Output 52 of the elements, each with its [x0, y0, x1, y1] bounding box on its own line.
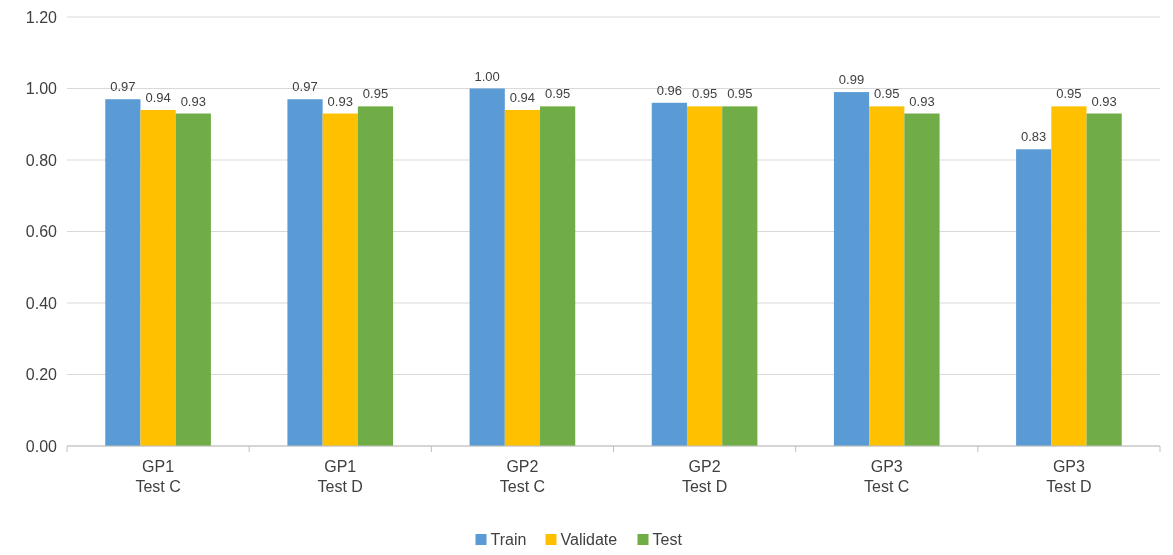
data-label: 0.96 [656, 82, 683, 98]
data-label: 0.93 [327, 93, 353, 109]
bar [504, 109, 541, 446]
data-label: 0.94 [145, 89, 171, 105]
data-label: 0.99 [838, 72, 865, 88]
bar [105, 99, 141, 446]
bar [1051, 106, 1087, 446]
data-label: 0.95 [362, 86, 389, 102]
y-tick-label: 1.00 [25, 80, 58, 98]
data-label: 0.95 [544, 86, 571, 102]
bar [1086, 113, 1122, 446]
bar [651, 102, 687, 446]
y-tick-label: 0.40 [25, 294, 58, 312]
legend-label: Validate [560, 531, 618, 548]
bar [833, 92, 870, 446]
data-label: 0.95 [1056, 86, 1082, 102]
x-tick-label: GP3 Test C [864, 458, 910, 495]
bar [904, 113, 940, 446]
bar [357, 106, 394, 446]
x-tick-label: GP1 Test D [317, 458, 363, 495]
data-label: 0.97 [292, 79, 318, 95]
y-tick-label: 0.00 [25, 437, 58, 455]
data-label: 0.83 [1021, 129, 1047, 145]
data-label: 0.97 [110, 79, 136, 95]
bar [869, 106, 905, 446]
y-tick-label: 0.80 [25, 151, 58, 169]
bar [140, 109, 176, 446]
data-label: 0.93 [1091, 93, 1117, 109]
bar [540, 106, 576, 446]
bar [1016, 149, 1052, 446]
data-label: 0.94 [509, 89, 536, 105]
legend-label: Train [490, 531, 527, 548]
x-tick-label: GP1 Test C [135, 458, 181, 495]
x-tick-label: GP2 Test C [499, 458, 546, 495]
data-label: 0.93 [909, 93, 935, 109]
x-tick-label: GP2 Test D [681, 458, 728, 495]
y-tick-label: 1.20 [25, 8, 58, 26]
legend-label: Test [652, 531, 683, 548]
y-tick-label: 0.60 [25, 223, 58, 241]
bar [287, 99, 323, 446]
bar [322, 113, 358, 446]
data-label: 0.95 [691, 86, 718, 102]
data-label: 0.95 [727, 86, 753, 102]
data-label: 0.93 [180, 93, 206, 109]
bar [469, 88, 505, 446]
x-tick-label: GP3 Test D [1046, 458, 1092, 495]
data-label: 1.00 [474, 68, 500, 84]
y-tick-label: 0.20 [25, 366, 58, 384]
bar [175, 113, 211, 446]
bar [686, 106, 723, 446]
data-label: 0.95 [874, 86, 900, 102]
bar [722, 106, 758, 446]
